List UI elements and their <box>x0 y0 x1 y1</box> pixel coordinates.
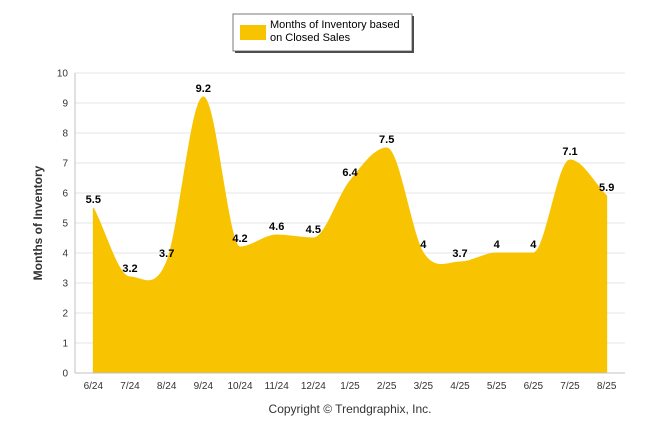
y-tick-label: 6 <box>62 189 68 200</box>
data-label: 5.5 <box>86 194 101 206</box>
y-axis-label: Months of Inventory <box>31 165 45 280</box>
x-tick-label: 7/25 <box>560 381 580 392</box>
x-tick-label: 6/25 <box>524 381 544 392</box>
data-label: 4.6 <box>269 221 284 233</box>
legend: Months of Inventory based on Closed Sale… <box>232 13 414 53</box>
x-tick-label: 5/25 <box>487 381 507 392</box>
x-tick-label: 8/24 <box>157 381 177 392</box>
y-tick-label: 1 <box>62 339 68 350</box>
legend-line-2: on Closed Sales <box>270 32 351 44</box>
data-label: 3.7 <box>159 248 174 260</box>
data-label: 4 <box>420 239 427 251</box>
x-tick-label: 9/24 <box>194 381 214 392</box>
x-tick-label: 7/24 <box>120 381 140 392</box>
axes <box>74 73 625 374</box>
y-tick-label: 8 <box>62 129 68 140</box>
y-tick-label: 5 <box>62 219 68 230</box>
series-area-layer <box>92 96 608 374</box>
data-label: 5.9 <box>599 182 614 194</box>
y-tick-label: 9 <box>62 99 68 110</box>
x-tick-label: 2/25 <box>377 381 397 392</box>
y-tick-labels: 0 1 2 3 4 5 6 7 8 9 10 <box>57 69 69 380</box>
x-tick-label: 12/24 <box>301 381 326 392</box>
x-tick-label: 11/24 <box>265 381 290 392</box>
legend-swatch <box>240 25 266 40</box>
y-tick-label: 7 <box>62 159 68 170</box>
y-tick-label: 3 <box>62 279 68 290</box>
x-tick-label: 1/25 <box>340 381 360 392</box>
x-tick-label: 10/24 <box>227 381 252 392</box>
legend-box-shadow-bottom <box>235 51 414 53</box>
y-tick-label: 10 <box>57 69 69 80</box>
y-tick-label: 2 <box>62 309 68 320</box>
y-tick-label: 0 <box>62 369 68 380</box>
data-label: 4 <box>494 239 501 251</box>
data-label: 4 <box>530 239 537 251</box>
data-label: 3.2 <box>122 263 137 275</box>
data-labels: 5.5 3.2 3.7 9.2 4.2 4.6 4.5 6.4 7.5 4 3.7 4 4 7.1 5.9 <box>86 83 615 275</box>
x-tick-label: 8/25 <box>597 381 617 392</box>
data-label: 4.5 <box>306 224 321 236</box>
legend-box-shadow <box>412 16 414 53</box>
series-area <box>92 96 608 374</box>
x-tick-labels: 6/24 7/24 8/24 9/24 10/24 11/24 12/24 1/25 2/25 3… <box>84 381 617 392</box>
data-label: 9.2 <box>196 83 211 95</box>
copyright-footer: Copyright © Trendgraphix, Inc. <box>269 402 432 416</box>
x-tick-label: 6/24 <box>84 381 104 392</box>
x-tick-label: 4/25 <box>450 381 470 392</box>
data-label: 7.5 <box>379 134 394 146</box>
data-label: 3.7 <box>452 248 467 260</box>
data-label: 7.1 <box>562 146 577 158</box>
x-tick-label: 3/25 <box>414 381 434 392</box>
legend-line-1: Months of Inventory based <box>270 19 400 31</box>
data-label: 6.4 <box>342 167 358 179</box>
y-tick-label: 4 <box>62 249 68 260</box>
data-label: 4.2 <box>232 233 247 245</box>
